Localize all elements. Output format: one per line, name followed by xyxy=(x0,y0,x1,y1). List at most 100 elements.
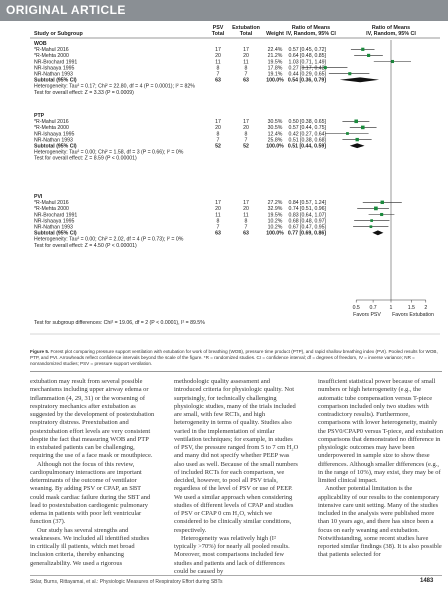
study-weight: 22.4% xyxy=(268,47,283,53)
ratio-method-header: IV, Random, 95% CI xyxy=(286,31,336,37)
body-paragraph: insufficient statistical power because o… xyxy=(318,378,443,484)
extubation-total: 20 xyxy=(243,206,249,212)
psv-total: 7 xyxy=(217,137,220,143)
study-ratio-ci: 1.03 [0.71, 1.49] xyxy=(289,59,327,65)
point-estimate-square xyxy=(374,206,378,211)
psv-total: 17 xyxy=(215,119,221,125)
figure-caption: Figure 5. Forest plot comparing pressure… xyxy=(30,349,442,367)
heterogeneity-stat: Heterogeneity: Tau² = 0.00; Chi² = 2.02,… xyxy=(34,237,184,243)
overall-effect-test: Test for overall effect: Z = 4.50 (P < 0… xyxy=(34,243,137,249)
study-ratio-ci: 0.51 [0.38, 0.68] xyxy=(289,137,327,143)
pooled-estimate-diamond xyxy=(349,143,365,149)
overall-effect-test: Test for overall effect: Z = 3.33 (P = 0… xyxy=(34,90,134,96)
subtotal-psv: 52 xyxy=(215,144,221,150)
favors-left-label: Favors PSV xyxy=(353,312,381,318)
study-weight: 30.5% xyxy=(268,119,283,125)
point-estimate-square xyxy=(354,119,358,124)
body-paragraph: extubation may result from several possi… xyxy=(30,378,155,460)
overall-effect-test: Test for overall effect: Z = 8.59 (P < 0… xyxy=(34,156,137,162)
point-estimate-square xyxy=(355,137,359,142)
point-estimate-square xyxy=(367,53,371,57)
point-estimate-square xyxy=(380,212,384,217)
study-name: NR-Nathan 1993 xyxy=(34,225,73,231)
study-ratio-ci: 0.50 [0.38, 0.65] xyxy=(289,119,327,125)
study-name: *R-Mehta 2000 xyxy=(34,206,69,212)
study-ratio-ci: 0.44 [0.29, 0.65] xyxy=(289,72,327,78)
psv-total: 20 xyxy=(215,206,221,212)
study-name: NR-Ishaaya 1995 xyxy=(34,131,74,137)
study-weight: 25.8% xyxy=(268,137,283,143)
extubation-total: 11 xyxy=(243,59,248,65)
subgroup-title: WOB xyxy=(34,41,47,47)
body-column-1: extubation may result from several possi… xyxy=(30,378,155,568)
psv-total: 8 xyxy=(217,65,220,71)
psv-total: 8 xyxy=(217,131,220,137)
extubation-total: 7 xyxy=(245,137,248,143)
study-name: NR-Ishaaya 1995 xyxy=(34,65,74,71)
point-estimate-square xyxy=(370,219,373,222)
psv-header: PSV xyxy=(213,25,224,31)
psv-total: 8 xyxy=(217,218,220,224)
study-name: NR-Nathan 1993 xyxy=(34,72,73,78)
weight-header: Weight xyxy=(266,31,284,37)
subtotal-psv: 63 xyxy=(215,231,221,237)
study-ratio-ci: 0.68 [0.48, 0.97] xyxy=(289,218,327,224)
body-paragraph: Although not the focus of this review, c… xyxy=(30,460,151,526)
study-weight: 27.2% xyxy=(268,200,283,206)
study-name: NR-Brochard 1991 xyxy=(34,59,77,65)
study-ratio-ci: 0.27 [0.17, 0.42] xyxy=(289,65,327,71)
extubation-total: 20 xyxy=(243,53,249,59)
psv-total: 17 xyxy=(215,200,221,206)
point-estimate-square xyxy=(323,66,327,70)
body-paragraph: methodologic quality assessment and intr… xyxy=(174,378,299,534)
point-estimate-square xyxy=(348,72,352,76)
body-paragraph: Another potential limitation is the appl… xyxy=(318,485,442,559)
extubation-total: 8 xyxy=(245,131,248,137)
heterogeneity-stat: Heterogeneity: Tau² = 0.17; Chi² = 22.80… xyxy=(34,84,195,90)
psv-total: 11 xyxy=(215,59,220,65)
study-ratio-ci: 0.74 [0.51, 0.96] xyxy=(289,206,327,212)
extubation-header: Extubation xyxy=(232,25,260,31)
extubation-total: 7 xyxy=(245,72,248,78)
study-weight: 19.5% xyxy=(268,59,283,65)
study-name: *R-Mehta 2000 xyxy=(34,125,69,131)
study-name: NR-Nathan 1993 xyxy=(34,137,73,143)
point-estimate-square xyxy=(369,225,373,229)
study-ratio-ci: 0.42 [0.27, 0.64] xyxy=(289,131,327,137)
psv-header-sub: Total xyxy=(212,31,225,37)
extubation-total: 8 xyxy=(245,218,248,224)
footer-divider xyxy=(30,575,442,576)
subtotal-weight: 100.0% xyxy=(266,231,284,237)
study-weight: 12.4% xyxy=(268,131,283,137)
subtotal-label: Subtotal (95% CI) xyxy=(34,231,77,237)
subtotal-extubation: 63 xyxy=(243,78,249,84)
article-type-banner: ORIGINAL ARTICLE xyxy=(0,0,448,21)
subtotal-label: Subtotal (95% CI) xyxy=(34,78,77,84)
extubation-total: 17 xyxy=(243,200,249,206)
extubation-total: 20 xyxy=(243,125,249,131)
figure-caption-label: Figure 5. xyxy=(30,349,50,354)
study-ratio-ci: 0.57 [0.44, 0.75] xyxy=(289,125,327,131)
subtotal-psv: 63 xyxy=(215,78,221,84)
subgroup-differences-test: Test for subgroup differences: Chi² = 19… xyxy=(34,320,205,326)
subgroup-title: PVI xyxy=(34,194,43,200)
subtotal-weight: 100.0% xyxy=(266,144,284,150)
extubation-total: 7 xyxy=(245,225,248,231)
study-ratio-ci: 0.64 [0.48, 0.85] xyxy=(289,53,327,59)
psv-total: 7 xyxy=(217,72,220,78)
running-footer: Sklar, Burns, Rittayamai, et al.: Physio… xyxy=(30,579,223,585)
caption-divider xyxy=(30,371,442,372)
pooled-estimate-diamond xyxy=(339,77,380,83)
study-name: *R-Mehta 2000 xyxy=(34,53,69,59)
study-weight: 10.2% xyxy=(268,218,283,224)
ratio-header: Ratio of Means xyxy=(292,25,330,31)
psv-total: 17 xyxy=(215,47,221,53)
study-weight: 30.5% xyxy=(268,125,283,131)
study-weight: 32.9% xyxy=(268,206,283,212)
study-name: *R-Mahul 2016 xyxy=(34,200,69,206)
x-axis-tick-label: 0.5 xyxy=(353,305,360,311)
study-weight: 19.1% xyxy=(268,72,283,78)
study-name: NR-Ishaaya 1995 xyxy=(34,218,74,224)
point-estimate-square xyxy=(361,47,365,51)
x-axis-tick-label: 1 xyxy=(390,305,393,311)
